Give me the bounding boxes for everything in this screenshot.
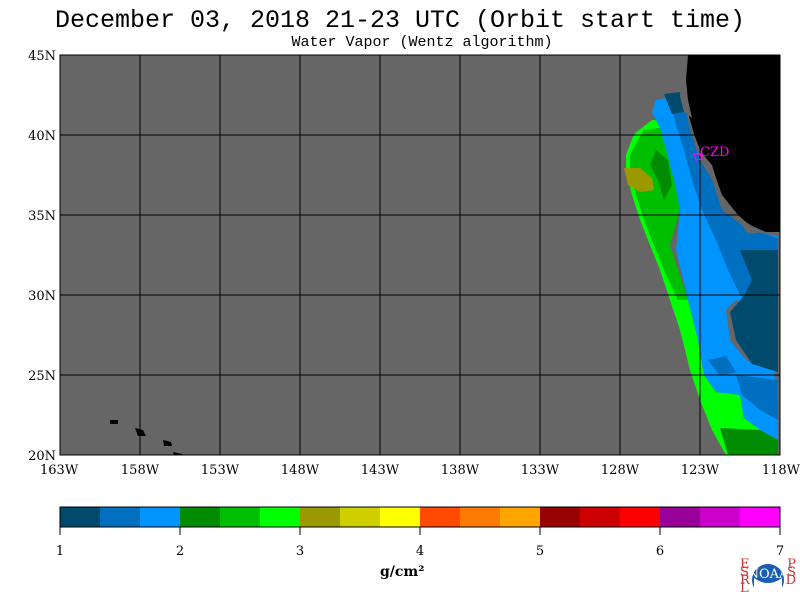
longitude-label: 133W [521, 463, 560, 478]
latitude-label: 45N [28, 49, 56, 64]
colorbar-segment [500, 507, 541, 527]
colorbar-segment [140, 507, 181, 527]
station-marker: CZD [693, 145, 729, 161]
latitude-label: 30N [28, 289, 56, 304]
colorbar-segment [340, 507, 381, 527]
colorbar-tick-label: 5 [536, 544, 544, 559]
colorbar-segment [180, 507, 221, 527]
colorbar-tick-label: 7 [776, 544, 784, 559]
coastal-gap-south [740, 222, 762, 234]
longitude-label: 128W [601, 463, 640, 478]
colorbar-segment [660, 507, 701, 527]
colorbar-segment [460, 507, 501, 527]
north-america-land [682, 55, 780, 232]
longitude-label: 123W [681, 463, 720, 478]
longitude-label: 143W [361, 463, 400, 478]
colorbar-tick-label: 3 [296, 544, 304, 559]
colorbar-segment [700, 507, 741, 527]
colorbar-segment [580, 507, 621, 527]
colorbar-segment [100, 507, 141, 527]
colorbar [60, 507, 781, 527]
latitude-label: 35N [28, 209, 56, 224]
latitude-labels: 45N 40N 35N 30N 25N 20N [28, 49, 56, 464]
colorbar-ticks: 1 2 3 4 5 6 7 [56, 527, 784, 559]
colorbar-segment [300, 507, 341, 527]
latitude-label: 40N [28, 129, 56, 144]
colorbar-segment [380, 507, 421, 527]
longitude-labels: 163W 158W 153W 148W 143W 138W 133W 128W 123W 118W [40, 463, 800, 478]
longitude-label: 138W [441, 463, 480, 478]
colorbar-segment [420, 507, 461, 527]
coastal-gap [680, 55, 692, 118]
colorbar-segment [740, 507, 781, 527]
station-label: CZD [700, 145, 729, 160]
colorbar-segment [60, 507, 101, 527]
longitude-label: 148W [281, 463, 320, 478]
latitude-label: 25N [28, 369, 56, 384]
colorbar-tick-label: 4 [416, 544, 424, 559]
longitude-label: 118W [762, 463, 800, 478]
map-title: December 03, 2018 21-23 UTC (Orbit start… [54, 6, 746, 35]
noaa-logo-text: NOAA [748, 567, 789, 582]
colorbar-segment [220, 507, 261, 527]
water-vapor-swath [624, 92, 778, 455]
longitude-label: 158W [121, 463, 160, 478]
map-subtitle: Water Vapor (Wentz algorithm) [291, 34, 553, 51]
colorbar-segment [620, 507, 661, 527]
colorbar-segment [540, 507, 581, 527]
longitude-label: 153W [201, 463, 240, 478]
latitude-label: 20N [28, 449, 56, 464]
colorbar-tick-label: 1 [56, 544, 64, 559]
colorbar-segment [260, 507, 301, 527]
colorbar-tick-label: 2 [176, 544, 184, 559]
station-marker-icon [693, 153, 703, 161]
colorbar-unit: g/cm² [380, 564, 425, 580]
colorbar-tick-label: 6 [656, 544, 664, 559]
map-frame [59, 54, 781, 456]
longitude-label: 163W [40, 463, 79, 478]
